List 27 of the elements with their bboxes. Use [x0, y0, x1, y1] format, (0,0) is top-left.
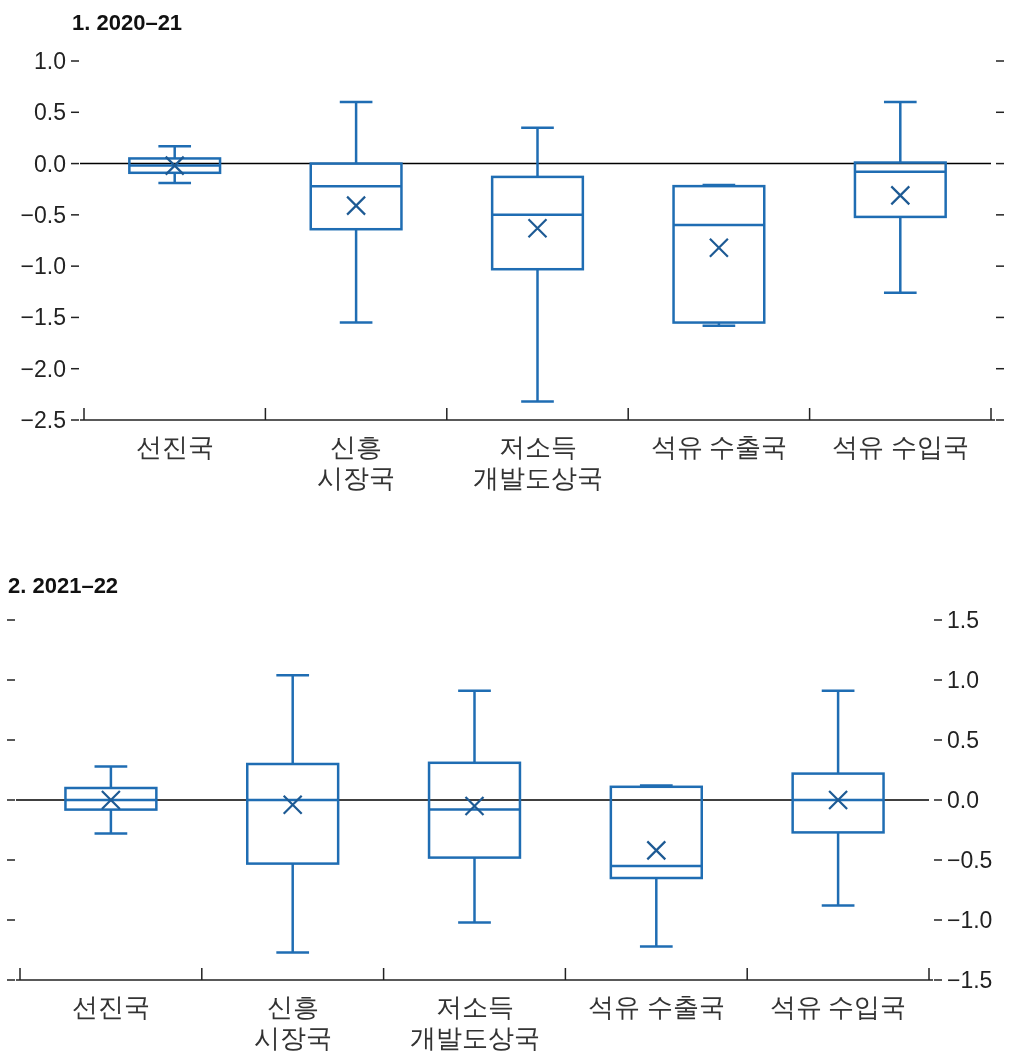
x-tick-label: 석유 수출국 — [650, 433, 788, 462]
x-tick-label: 석유 수입국 — [832, 433, 969, 462]
chart-title: 2. 2021–22 — [8, 573, 119, 598]
y2-tick-label: −0.5 — [947, 847, 993, 873]
y-tick-label: −2.0 — [20, 355, 66, 382]
y-tick-label: −1.5 — [20, 304, 66, 331]
x-tick-label: 저소득 개발도상국 — [409, 993, 540, 1053]
y-tick-label: −0.5 — [20, 201, 66, 228]
x-tick-label: 석유 수출국 — [588, 993, 725, 1022]
y-tick-label: 0.0 — [34, 150, 66, 177]
y-tick-label: 0.5 — [34, 99, 66, 126]
x-tick-label: 저소득 개발도상국 — [472, 433, 603, 493]
x-tick-label: 신흥 시장국 — [317, 433, 396, 493]
x-tick-label: 선진국 — [71, 993, 150, 1022]
y2-tick-label: 1.5 — [947, 607, 979, 633]
y2-tick-label: 1.0 — [947, 667, 979, 693]
x-tick-label: 신흥 시장국 — [253, 993, 332, 1053]
y2-tick-label: −1.5 — [947, 967, 993, 993]
chart-title: 1. 2020–21 — [72, 10, 183, 35]
x-tick-label: 선진국 — [135, 433, 214, 462]
y-tick-label: −1.0 — [20, 253, 66, 280]
y-tick-label: −2.5 — [20, 407, 66, 433]
y2-tick-label: −1.0 — [947, 907, 993, 933]
y2-tick-label: 0.5 — [947, 727, 979, 753]
y-tick-label: 1.0 — [34, 48, 66, 74]
y2-tick-label: 0.0 — [947, 787, 979, 813]
x-tick-label: 석유 수입국 — [769, 993, 907, 1022]
